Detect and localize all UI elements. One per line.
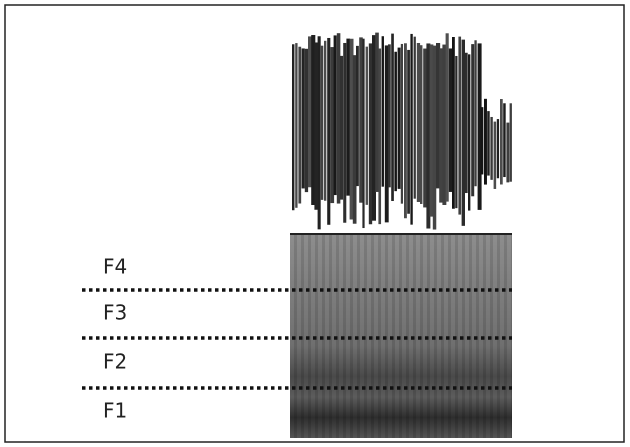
- waveform-stroke: [292, 44, 294, 210]
- waveform-stroke: [510, 103, 512, 181]
- waveform-stroke: [500, 99, 503, 184]
- spectrogram-texture: [290, 233, 512, 438]
- waveform-stroke: [503, 103, 505, 177]
- formant-label: F1: [103, 399, 127, 423]
- waveform-stroke: [318, 36, 321, 229]
- waveform-stroke: [359, 37, 363, 202]
- waveform-stroke: [458, 37, 461, 215]
- waveform-stroke: [420, 45, 422, 204]
- waveform-stroke: [471, 44, 474, 196]
- waveform-stroke: [366, 47, 368, 205]
- waveform-stroke: [382, 36, 384, 186]
- waveform-stroke: [330, 47, 334, 203]
- waveform-stroke: [497, 119, 499, 178]
- waveform-stroke: [487, 111, 490, 175]
- waveform-stroke: [462, 40, 465, 226]
- waveform-stroke: [414, 37, 416, 199]
- waveform-stroke: [334, 35, 337, 195]
- waveform-stroke: [449, 48, 453, 191]
- waveform-stroke: [407, 50, 410, 214]
- waveform-stroke: [433, 46, 436, 230]
- waveform-stroke: [494, 122, 497, 189]
- waveform-stroke: [302, 48, 305, 188]
- waveform-stroke: [298, 47, 301, 204]
- waveform-stroke: [353, 55, 357, 224]
- waveform-stroke: [490, 117, 492, 180]
- waveform: [292, 33, 512, 230]
- waveform-stroke: [295, 43, 297, 208]
- waveform-stroke: [439, 48, 443, 202]
- waveform-stroke: [506, 123, 509, 183]
- waveform-stroke: [327, 38, 330, 225]
- waveform-stroke: [362, 39, 364, 228]
- waveform-stroke: [401, 44, 403, 204]
- waveform-stroke: [394, 52, 397, 191]
- waveform-stroke: [398, 48, 401, 189]
- waveform-stroke: [314, 42, 318, 209]
- waveform-stroke: [321, 46, 324, 200]
- waveform-stroke: [481, 107, 484, 174]
- waveform-stroke: [455, 56, 457, 208]
- waveform-stroke: [324, 41, 326, 201]
- waveform-stroke: [369, 43, 372, 224]
- waveform-stroke: [404, 43, 407, 218]
- waveform-stroke: [410, 34, 412, 225]
- waveform-stroke: [346, 39, 350, 196]
- waveform-stroke: [305, 49, 308, 192]
- waveform-stroke: [343, 43, 346, 223]
- waveform-stroke: [388, 44, 391, 187]
- waveform-stroke: [375, 33, 379, 192]
- waveform-stroke: [417, 43, 420, 202]
- waveform-stroke: [446, 33, 449, 201]
- waveform-stroke: [391, 34, 394, 201]
- waveform-stroke: [468, 54, 470, 210]
- formant-label: F4: [103, 255, 127, 279]
- formant-label: F2: [103, 350, 127, 374]
- formant-label: F3: [103, 301, 127, 325]
- waveform-stroke: [337, 33, 341, 203]
- waveform-stroke: [452, 37, 455, 209]
- figure: F4 F3 F2 F1: [0, 0, 630, 447]
- waveform-stroke: [465, 53, 468, 193]
- waveform-stroke: [340, 56, 343, 200]
- waveform-stroke: [484, 99, 487, 185]
- waveform-stroke: [474, 40, 476, 186]
- waveform-stroke: [378, 49, 381, 225]
- waveform-stroke: [356, 46, 359, 186]
